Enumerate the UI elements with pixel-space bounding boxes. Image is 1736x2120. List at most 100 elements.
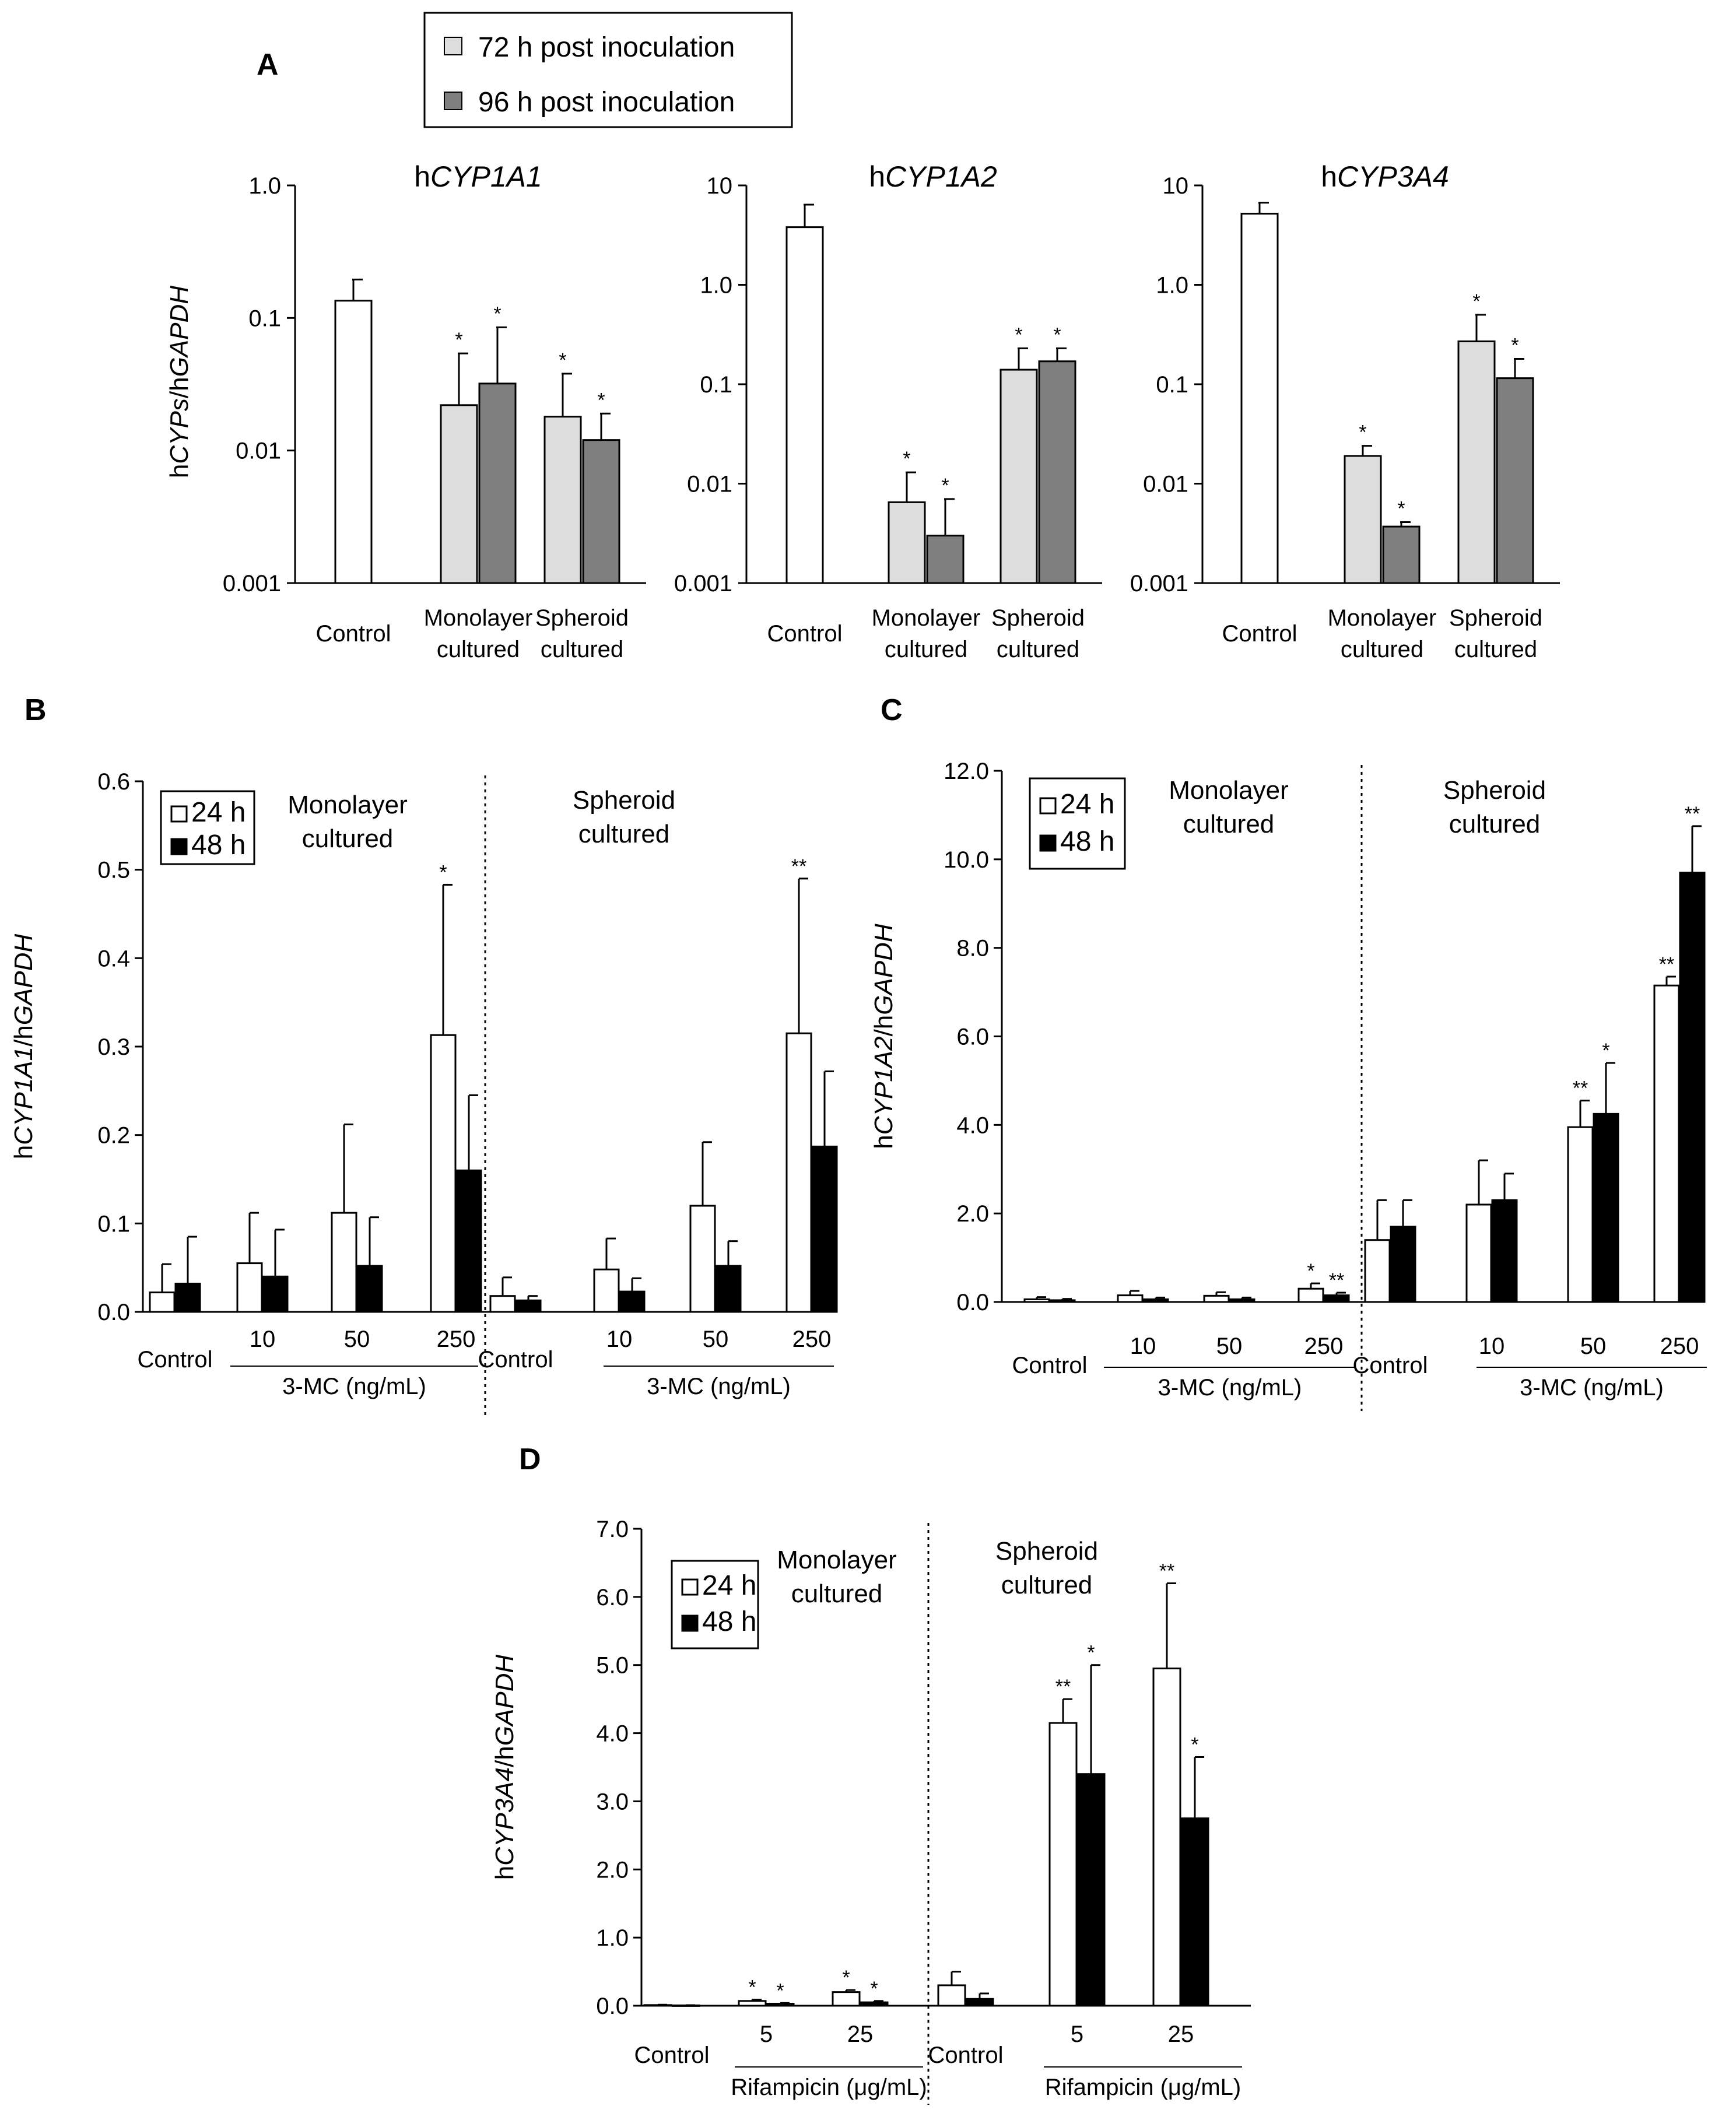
bar-48h <box>1076 1773 1106 2007</box>
legend-swatch-48h <box>170 838 188 855</box>
y-tick-label: 0.01 <box>236 438 281 464</box>
significance-mark: * <box>1307 1260 1314 1282</box>
bar-24h <box>430 1034 457 1313</box>
treatment-label: 3-MC (ng/mL) <box>1520 1375 1664 1401</box>
x-category-label: 50 <box>703 1326 729 1352</box>
x-category-label: 250 <box>792 1326 832 1352</box>
bar <box>440 404 478 584</box>
chart-c: 0.0 2.0 4.0 6.0 8.0 10.0 12.0 hCYP1A2/hGAPDH 24 … <box>869 759 1707 1411</box>
section-label: Spheroid <box>995 1537 1098 1566</box>
y-tick-label: 4.0 <box>956 1112 989 1138</box>
bar-24h <box>1567 1126 1594 1303</box>
bar-48h <box>860 2001 889 2007</box>
bar <box>1038 360 1076 584</box>
chart-a2: hCYP1A2 10 1.0 0.1 0.01 0.001 Control Monolayer… <box>674 160 1102 662</box>
legend-a-label-96h: 96 h post inoculation <box>478 87 735 118</box>
y-tick-label: 0.1 <box>1156 372 1188 398</box>
section-label: cultured <box>1449 810 1541 838</box>
bar <box>888 501 926 584</box>
significance-mark: * <box>748 1976 756 1998</box>
treatment-label: 3-MC (ng/mL) <box>1158 1375 1302 1401</box>
bar-48h <box>965 1998 994 2007</box>
x-category-label: 25 <box>847 2021 874 2047</box>
treatment-label: 3-MC (ng/mL) <box>282 1374 426 1399</box>
bar-24h <box>236 1262 263 1313</box>
legend-label: 48 h <box>191 830 246 861</box>
bar <box>543 416 582 584</box>
x-category-label: Control <box>478 1347 553 1373</box>
category-label: cultured <box>997 637 1079 662</box>
y-tick-label: 0.3 <box>97 1034 130 1060</box>
y-tick-label: 8.0 <box>956 936 989 961</box>
bar-24h <box>937 1984 966 2007</box>
treatment-label: 3-MC (ng/mL) <box>647 1374 791 1399</box>
legend-frame <box>1029 777 1126 870</box>
y-tick-label: 0.0 <box>97 1300 130 1325</box>
bar-48h <box>174 1282 201 1313</box>
bar <box>785 226 824 584</box>
significance-mark: * <box>597 389 605 411</box>
x-category-label: 250 <box>437 1326 476 1352</box>
bar <box>999 368 1038 584</box>
x-category-label: 10 <box>1479 1333 1505 1359</box>
y-tick-label: 0.1 <box>248 306 281 331</box>
category-label: Spheroid <box>1449 605 1542 631</box>
y-axis-label: hCYP1A2/hGAPDH <box>869 924 898 1149</box>
category-label: Spheroid <box>535 605 629 631</box>
bar <box>1496 377 1534 584</box>
bar <box>334 300 373 584</box>
bar-24h <box>738 2000 767 2007</box>
y-tick-label: 10.0 <box>944 847 989 873</box>
x-category-label: Control <box>138 1347 213 1373</box>
category-label: Control <box>1222 621 1297 647</box>
bar-48h <box>766 2002 795 2007</box>
bar-48h <box>1593 1112 1619 1303</box>
x-category-label: 50 <box>1580 1333 1607 1359</box>
y-tick-label: 7.0 <box>596 1517 629 1542</box>
bar-24h <box>1653 984 1680 1303</box>
legend-swatch-24h <box>170 805 188 823</box>
significance-mark: * <box>559 349 566 371</box>
treatment-label: Rifampicin (μg/mL) <box>731 2075 927 2100</box>
bar-24h <box>1117 1294 1144 1303</box>
significance-mark: * <box>1472 290 1480 313</box>
chart-b: 0.0 0.1 0.2 0.3 0.4 0.5 0.6 hCYP1A1/hGAPDH 24 h4… <box>9 769 838 1417</box>
significance-mark: * <box>493 303 501 325</box>
x-category-label: 250 <box>1304 1333 1344 1359</box>
significance-mark: ** <box>791 855 806 878</box>
legend-a-swatch-72h <box>444 37 462 55</box>
category-label: cultured <box>541 637 623 662</box>
y-tick-label: 5.0 <box>596 1653 629 1679</box>
bar-48h <box>455 1169 482 1313</box>
bar <box>1457 340 1496 584</box>
category-label: cultured <box>885 637 967 662</box>
bar-24h <box>1203 1294 1230 1303</box>
significance-mark: ** <box>1159 1560 1174 1582</box>
section-label: Monolayer <box>777 1546 896 1574</box>
panel-label-a: A <box>257 48 279 82</box>
significance-mark: * <box>842 1967 850 1989</box>
x-category-label: 5 <box>1071 2021 1083 2047</box>
legend-label: 24 h <box>702 1570 756 1601</box>
y-tick-label: 0.5 <box>97 858 130 883</box>
significance-mark: * <box>870 1978 878 2000</box>
significance-mark: * <box>1397 498 1405 520</box>
significance-mark: ** <box>1055 1676 1071 1698</box>
y-axis-label: hCYP1A1/hGAPDH <box>9 934 38 1160</box>
chart-title: hCYP1A1 <box>414 160 542 193</box>
legend-label: 48 h <box>1060 826 1114 857</box>
significance-mark: * <box>941 475 949 497</box>
y-tick-label: 12.0 <box>944 759 989 784</box>
legend-frame <box>671 1560 759 1649</box>
significance-mark: * <box>1602 1040 1609 1062</box>
legend-a: 72 h post inoculation 96 h post inoculat… <box>423 12 793 128</box>
x-category-label: Control <box>1353 1353 1428 1378</box>
significance-mark: * <box>439 861 447 883</box>
significance-mark: ** <box>1685 803 1700 825</box>
bar-24h <box>489 1295 516 1313</box>
y-tick-label: 4.0 <box>596 1721 629 1747</box>
section-label: cultured <box>1001 1571 1093 1599</box>
bar <box>926 535 965 584</box>
category-label: Monolayer <box>872 605 981 631</box>
